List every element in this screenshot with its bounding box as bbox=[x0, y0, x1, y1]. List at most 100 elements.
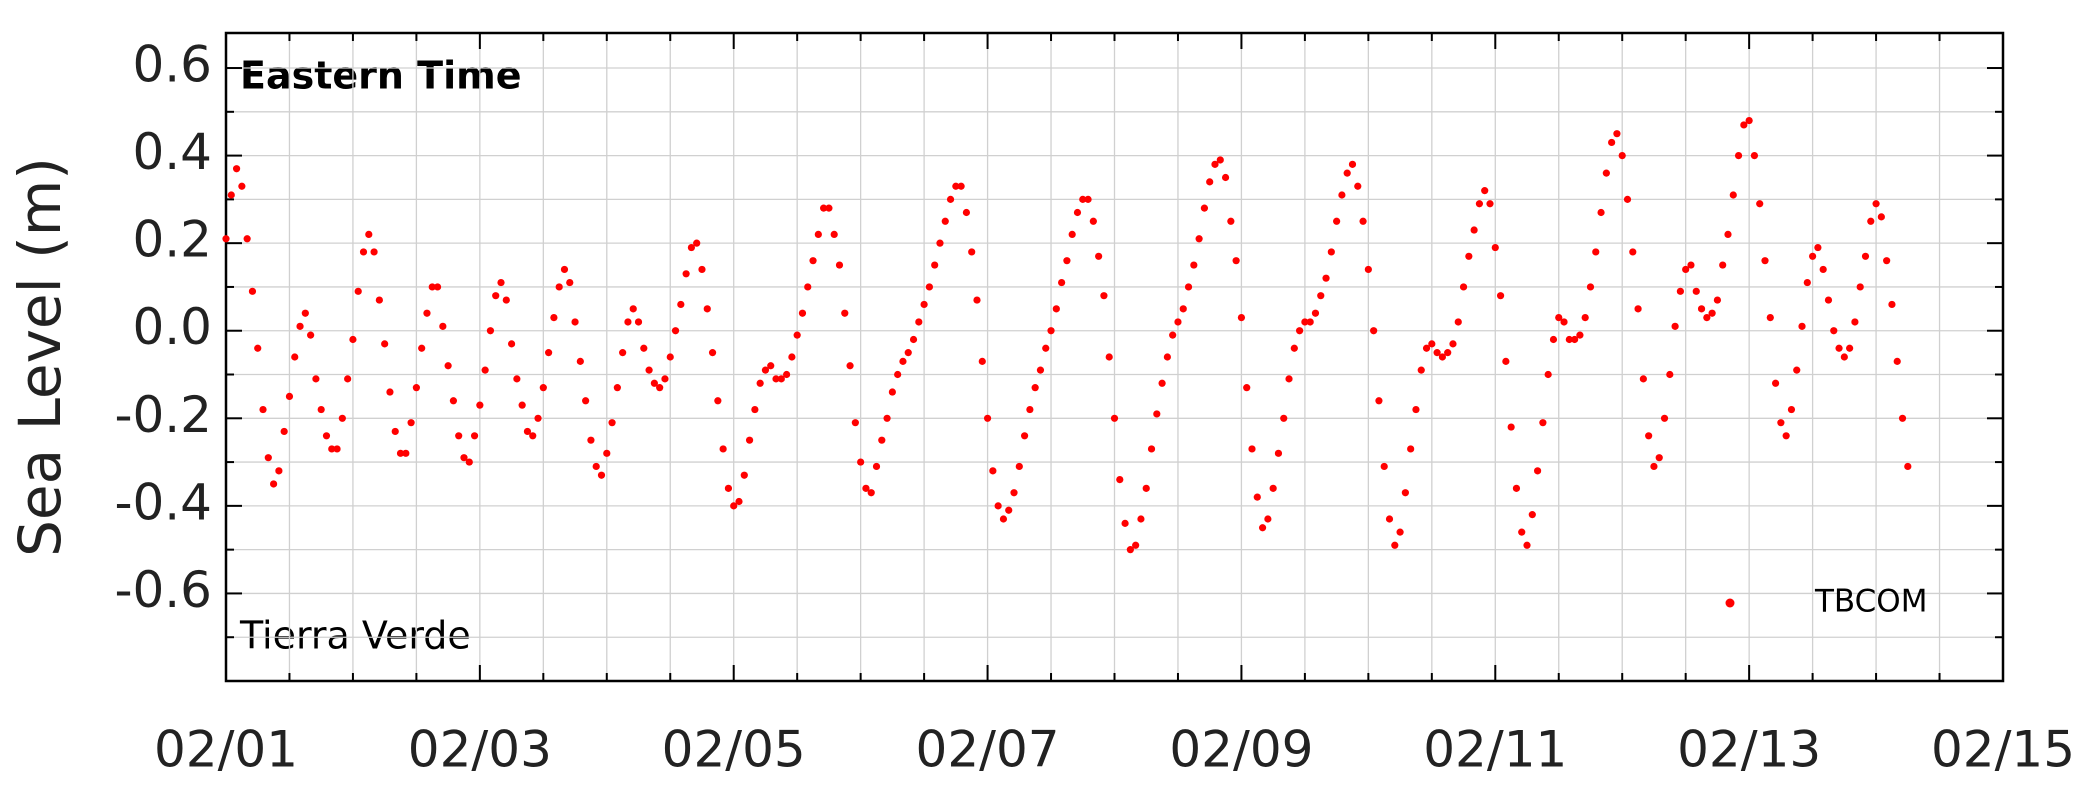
x-tick-label: 02/09 bbox=[1169, 721, 1313, 779]
data-point bbox=[1063, 257, 1071, 265]
data-point bbox=[322, 432, 331, 440]
data-point bbox=[1734, 151, 1743, 160]
x-tick-label: 02/11 bbox=[1423, 721, 1567, 779]
data-point bbox=[1206, 178, 1214, 186]
data-point bbox=[1258, 524, 1267, 532]
data-point bbox=[1422, 344, 1431, 352]
data-point bbox=[1142, 484, 1150, 492]
data-point bbox=[502, 296, 510, 304]
data-point bbox=[560, 265, 569, 274]
data-point bbox=[386, 388, 394, 396]
data-point bbox=[888, 388, 896, 396]
data-point bbox=[1417, 366, 1425, 374]
data-point bbox=[238, 182, 246, 190]
data-point bbox=[1666, 370, 1674, 379]
data-point bbox=[1195, 235, 1203, 243]
x-tick-label: 02/03 bbox=[408, 721, 552, 779]
data-point bbox=[1322, 274, 1330, 282]
data-point bbox=[1893, 357, 1901, 365]
data-point bbox=[1169, 331, 1177, 339]
data-point bbox=[603, 449, 611, 457]
data-point bbox=[783, 370, 791, 379]
data-point bbox=[1809, 252, 1817, 260]
data-point bbox=[1184, 283, 1193, 291]
data-point bbox=[1269, 484, 1277, 492]
y-tick-label: 0.4 bbox=[132, 123, 212, 181]
data-point bbox=[333, 445, 341, 453]
data-point bbox=[1586, 283, 1595, 291]
data-point bbox=[1650, 462, 1658, 471]
data-point bbox=[857, 458, 865, 466]
data-point bbox=[1179, 305, 1187, 313]
data-point bbox=[1449, 340, 1457, 348]
data-point bbox=[1883, 257, 1891, 265]
data-point bbox=[962, 208, 971, 217]
data-point bbox=[671, 327, 680, 335]
data-point bbox=[529, 432, 537, 440]
data-point bbox=[1581, 313, 1589, 322]
data-point bbox=[1301, 318, 1309, 326]
data-point bbox=[608, 419, 616, 427]
data-point bbox=[1444, 349, 1452, 357]
data-point bbox=[1518, 528, 1526, 536]
data-point bbox=[391, 427, 399, 436]
data-point bbox=[682, 270, 690, 278]
data-point bbox=[359, 248, 368, 256]
data-point bbox=[1888, 300, 1896, 309]
data-point bbox=[1729, 191, 1737, 199]
data-point bbox=[402, 449, 410, 457]
data-point bbox=[1639, 375, 1647, 383]
data-point bbox=[248, 287, 257, 295]
data-point bbox=[418, 344, 426, 352]
data-point bbox=[227, 191, 235, 199]
data-point bbox=[1819, 265, 1827, 274]
data-point bbox=[1507, 423, 1515, 431]
data-point bbox=[285, 392, 294, 401]
data-point bbox=[872, 462, 881, 471]
data-point bbox=[1840, 353, 1848, 361]
data-point bbox=[1745, 116, 1753, 125]
data-point bbox=[1898, 414, 1907, 422]
data-point bbox=[756, 379, 764, 387]
data-point bbox=[899, 357, 907, 365]
data-point bbox=[1380, 462, 1388, 471]
data-point bbox=[1042, 344, 1050, 352]
data-point bbox=[825, 204, 833, 212]
data-point bbox=[465, 458, 473, 466]
data-point bbox=[1391, 541, 1399, 549]
data-point bbox=[735, 497, 743, 506]
data-point bbox=[1634, 305, 1642, 313]
data-point bbox=[375, 296, 383, 304]
data-point bbox=[1348, 160, 1357, 168]
data-point bbox=[1343, 169, 1351, 177]
x-tick-label: 02/07 bbox=[916, 721, 1060, 779]
data-point bbox=[1623, 195, 1632, 203]
data-point bbox=[1803, 278, 1811, 287]
data-point bbox=[1549, 335, 1558, 344]
y-tick-label: 0.2 bbox=[132, 211, 212, 269]
data-point bbox=[1433, 349, 1441, 357]
data-point bbox=[714, 397, 722, 405]
data-point bbox=[1824, 296, 1833, 304]
data-point bbox=[1364, 265, 1372, 274]
data-point bbox=[1777, 419, 1785, 427]
data-point bbox=[920, 300, 928, 309]
data-point bbox=[354, 287, 362, 295]
data-point bbox=[412, 384, 420, 392]
data-point bbox=[1200, 204, 1209, 212]
data-point bbox=[788, 353, 796, 361]
data-point bbox=[539, 384, 547, 392]
data-point bbox=[1523, 541, 1531, 549]
data-point bbox=[740, 471, 748, 479]
data-point bbox=[571, 318, 579, 326]
data-point bbox=[1761, 257, 1769, 265]
data-point bbox=[1724, 230, 1732, 239]
data-point bbox=[931, 261, 939, 269]
data-point bbox=[1237, 313, 1246, 322]
data-point bbox=[1438, 353, 1446, 361]
data-point bbox=[307, 331, 315, 339]
data-point bbox=[1713, 296, 1722, 304]
data-point bbox=[1311, 309, 1320, 317]
data-point bbox=[1682, 265, 1690, 274]
